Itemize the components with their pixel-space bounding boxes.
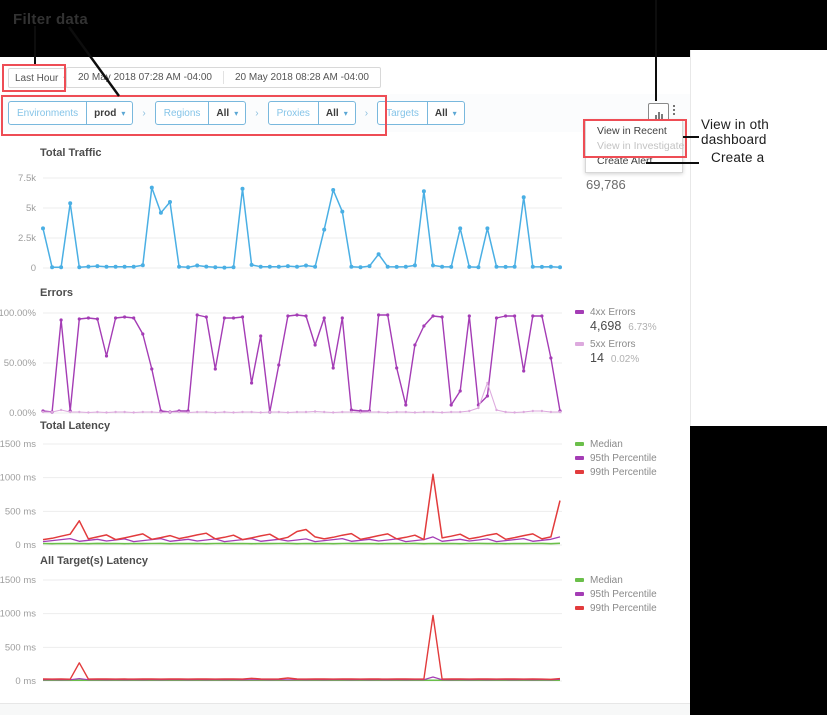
menu-item-view-in-recent[interactable]: View in Recent	[597, 125, 667, 137]
errors-legend: 4xx Errors 4,698 6.73% 5xx Errors 14 0.0…	[575, 305, 657, 366]
date-start: 20 May 2018 07:28 AM -04:00	[78, 72, 212, 83]
legend-label-median: Median	[590, 438, 623, 450]
svg-text:1500 ms: 1500 ms	[0, 575, 36, 586]
svg-text:2.5k: 2.5k	[18, 233, 36, 244]
date-divider	[222, 71, 224, 84]
svg-text:7.5k: 7.5k	[18, 173, 36, 184]
breadcrumb-separator: ›	[142, 107, 146, 119]
filter-targets-selected: All	[434, 107, 448, 119]
total-latency-legend: Median 95th Percentile 99th Percentile	[575, 437, 657, 479]
svg-text:0: 0	[31, 263, 36, 274]
legend-swatch-p95	[575, 456, 584, 460]
annotation-view-in-other-line2: dashboard	[701, 132, 767, 147]
svg-text:1000 ms: 1000 ms	[0, 473, 36, 484]
legend-label-p99: 99th Percentile	[590, 466, 657, 478]
annotation-view-in-other-line1: View in oth	[701, 117, 769, 132]
dashboard-panel	[0, 57, 690, 714]
filter-breadcrumb: Environments prod ▾ › Regions All ▾ › Pr…	[8, 101, 465, 125]
filter-environments-value[interactable]: prod ▾	[86, 102, 132, 124]
legend-swatch-4xx	[575, 310, 584, 314]
kebab-menu-icon[interactable]	[668, 102, 680, 118]
svg-text:0.00%: 0.00%	[9, 408, 36, 419]
svg-text:5k: 5k	[26, 203, 36, 214]
legend-value-5xx: 14	[590, 351, 604, 365]
bar-icon-segment	[660, 114, 663, 119]
breadcrumb-separator: ›	[255, 107, 259, 119]
legend-pct-5xx: 0.02%	[610, 354, 640, 365]
traffic-total-value: 69,786	[586, 177, 626, 192]
legend-pct-4xx: 6.73%	[628, 322, 657, 333]
filter-targets[interactable]: Targets All ▾	[377, 101, 465, 125]
chevron-down-icon: ▾	[452, 108, 457, 118]
all-targets-latency-legend: Median 95th Percentile 99th Percentile	[575, 573, 657, 615]
date-range-picker[interactable]: 20 May 2018 07:28 AM -04:00 20 May 2018 …	[66, 67, 381, 88]
menu-item-create-alert[interactable]: Create Alert	[597, 155, 653, 167]
svg-text:0 ms: 0 ms	[15, 676, 36, 687]
filter-proxies-selected: All	[325, 107, 339, 119]
chart-title-total-latency: Total Latency	[40, 420, 111, 432]
filter-regions-value[interactable]: All ▾	[208, 102, 245, 124]
dot	[672, 112, 676, 116]
filter-proxies[interactable]: Proxies All ▾	[267, 101, 356, 125]
filter-environments-selected: prod	[94, 107, 117, 119]
legend-swatch-median	[575, 442, 584, 446]
filter-regions[interactable]: Regions All ▾	[154, 101, 247, 125]
svg-text:1500 ms: 1500 ms	[0, 439, 36, 450]
menu-item-view-in-investigate[interactable]: View in Investigate	[597, 140, 685, 152]
chart-title-total-traffic: Total Traffic	[40, 147, 102, 159]
filter-environments[interactable]: Environments prod ▾	[8, 101, 134, 125]
legend-swatch-p95	[575, 592, 584, 596]
filter-targets-value[interactable]: All ▾	[426, 102, 464, 124]
chart-title-all-targets-latency: All Target(s) Latency	[40, 555, 148, 567]
time-range-dropdown[interactable]: Last Hour ▾	[8, 68, 75, 88]
legend-label-p95: 95th Percentile	[590, 588, 657, 600]
chart-title-errors: Errors	[40, 287, 74, 299]
footer-strip	[0, 703, 690, 715]
filter-regions-label: Regions	[163, 107, 201, 119]
annotation-filter-data: Filter data	[13, 11, 88, 28]
legend-swatch-5xx	[575, 342, 584, 346]
svg-text:0 ms: 0 ms	[15, 540, 36, 551]
svg-text:1000 ms: 1000 ms	[0, 609, 36, 620]
svg-text:500 ms: 500 ms	[5, 506, 36, 517]
legend-swatch-p99	[575, 606, 584, 610]
legend-label-5xx: 5xx Errors	[590, 338, 636, 350]
dot	[672, 108, 676, 112]
chevron-down-icon: ▾	[121, 108, 126, 118]
charts-canvas: 7.5k 5k 2.5k 0 100.00% 50.00% 0.00% 1500 ms 1000…	[0, 173, 562, 687]
filter-targets-label: Targets	[386, 107, 419, 119]
legend-swatch-median	[575, 578, 584, 582]
filter-environments-label: Environments	[17, 107, 79, 119]
time-range-label: Last Hour	[15, 72, 59, 84]
bar-icon-segment	[657, 112, 660, 119]
chevron-down-icon: ▾	[343, 108, 348, 118]
legend-label-p95: 95th Percentile	[590, 452, 657, 464]
breadcrumb-separator: ›	[364, 107, 369, 119]
dot	[672, 104, 676, 108]
annotation-strip: View in oth dashboard Create a	[690, 50, 827, 426]
legend-label-p99: 99th Percentile	[590, 602, 657, 614]
filter-regions-selected: All	[216, 107, 230, 119]
legend-label-median: Median	[590, 574, 623, 586]
legend-label-4xx: 4xx Errors	[590, 306, 636, 318]
svg-text:50.00%: 50.00%	[4, 358, 37, 369]
svg-text:100.00%: 100.00%	[0, 308, 37, 319]
annotation-create-alert: Create a	[711, 150, 765, 165]
svg-text:500 ms: 500 ms	[5, 642, 36, 653]
filter-proxies-value[interactable]: All ▾	[317, 102, 355, 124]
bar-icon-segment	[654, 115, 657, 119]
legend-swatch-p99	[575, 470, 584, 474]
chevron-down-icon: ▾	[234, 108, 239, 118]
filter-proxies-label: Proxies	[276, 107, 310, 119]
date-end: 20 May 2018 08:28 AM -04:00	[234, 72, 369, 83]
legend-value-4xx: 4,698	[590, 319, 622, 333]
context-menu: View in Recent View in Investigate Creat…	[585, 120, 685, 173]
